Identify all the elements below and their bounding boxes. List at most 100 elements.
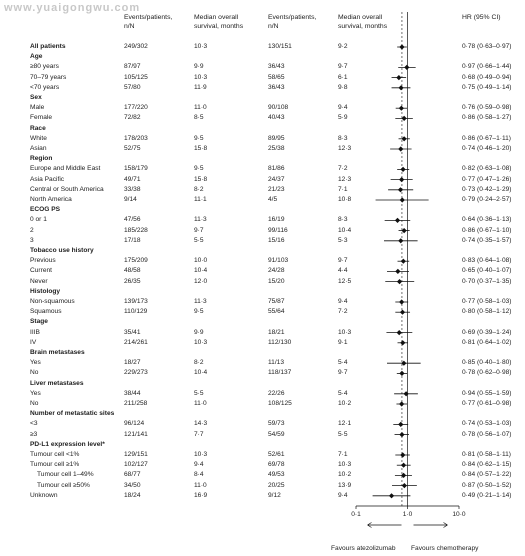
hazard-ratio-text: 0·68 (0·49–0·94): [462, 73, 512, 81]
watermark: www.yuaigongwu.com: [4, 2, 141, 14]
subgroup-label: Female: [30, 114, 52, 122]
cell-median-atezolizumab: 7·7: [194, 430, 204, 438]
hazard-ratio-text: 0·64 (0·36–1·13): [462, 216, 512, 224]
hazard-ratio-point: [398, 105, 404, 111]
hazard-ratio-point: [400, 340, 406, 346]
hazard-ratio-text: 0·65 (0·40–1·07): [462, 267, 512, 275]
cell-median-chemotherapy: 7·2: [338, 165, 348, 173]
subgroup-label: 2: [30, 226, 34, 234]
hazard-ratio-point: [398, 421, 404, 427]
hazard-ratio-point: [400, 258, 406, 264]
cell-events-chemotherapy: 118/137: [268, 369, 292, 377]
hazard-ratio-point: [398, 146, 404, 152]
hazard-ratio-text: 0·78 (0·62–0·98): [462, 369, 512, 377]
cell-events-atezolizumab: 33/38: [124, 185, 141, 193]
subgroup-label: No: [30, 400, 39, 407]
cell-median-chemotherapy: 9·1: [338, 338, 348, 346]
hazard-ratio-text: 0·74 (0·35–1·57): [462, 236, 512, 244]
subgroup-label: Yes: [30, 359, 41, 367]
cell-median-chemotherapy: 10·4: [338, 226, 352, 234]
subgroup-label: No: [30, 369, 39, 377]
cell-events-atezolizumab: 211/258: [124, 400, 148, 407]
hazard-ratio-text: 0·49 (0·21–1·14): [462, 491, 512, 499]
cell-events-atezolizumab: 72/82: [124, 114, 141, 122]
hazard-ratio-point: [399, 177, 405, 183]
subgroup-label: Europe and Middle East: [30, 165, 101, 173]
cell-events-atezolizumab: 18/27: [124, 359, 141, 367]
hazard-ratio-point: [396, 279, 403, 285]
cell-events-atezolizumab: 175/209: [124, 257, 148, 265]
cell-median-atezolizumab: 10·3: [194, 43, 208, 50]
cell-median-chemotherapy: 9·2: [338, 43, 348, 50]
cell-median-chemotherapy: 7·1: [338, 451, 348, 458]
hazard-ratio-text: 0·77 (0·47–1·26): [462, 175, 512, 183]
cell-median-chemotherapy: 9·8: [338, 83, 348, 91]
hazard-ratio-point: [396, 75, 402, 81]
hazard-ratio-text: 0·83 (0·64–1·08): [462, 257, 512, 265]
subgroup-label: Male: [30, 104, 45, 112]
header-hazard-ratio: HR (95% CI): [462, 14, 501, 21]
subgroup-label: 70–79 years: [30, 73, 67, 81]
cell-events-chemotherapy: 11/13: [268, 359, 285, 367]
subgroup-heading: Sex: [30, 94, 42, 101]
cell-median-atezolizumab: 12·0: [194, 277, 208, 285]
cell-median-chemotherapy: 10·3: [338, 328, 352, 336]
cell-median-chemotherapy: 10·2: [338, 400, 352, 407]
cell-events-atezolizumab: 26/35: [124, 277, 141, 285]
cell-events-chemotherapy: 59/73: [268, 420, 285, 428]
subgroup-label: <70 years: [30, 83, 60, 91]
hazard-ratio-point: [398, 85, 404, 91]
subgroup-heading: PD-L1 expression level*: [30, 440, 105, 448]
cell-events-chemotherapy: 15/16: [268, 236, 285, 244]
hazard-ratio-point: [404, 64, 410, 70]
cell-events-chemotherapy: 55/64: [268, 308, 285, 316]
cell-median-atezolizumab: 9·5: [194, 134, 204, 142]
cell-median-chemotherapy: 5·3: [338, 236, 348, 244]
cell-median-atezolizumab: 11·9: [194, 83, 207, 91]
cell-events-chemotherapy: 40/43: [268, 114, 285, 122]
hazard-ratio-text: 0·81 (0·58–1·11): [462, 451, 511, 458]
cell-median-chemotherapy: 12·3: [338, 175, 352, 183]
subgroup-heading: Region: [30, 155, 53, 163]
cell-median-chemotherapy: 5·4: [338, 359, 348, 367]
hazard-ratio-point: [395, 268, 401, 274]
cell-median-atezolizumab: 5·5: [194, 236, 204, 244]
cell-events-atezolizumab: 57/80: [124, 83, 141, 91]
cell-median-atezolizumab: 9·5: [194, 165, 204, 173]
hazard-ratio-point: [399, 309, 406, 315]
cell-events-chemotherapy: 9/12: [268, 491, 281, 499]
cell-median-atezolizumab: 5·5: [194, 389, 204, 397]
cell-events-chemotherapy: 4/5: [268, 196, 278, 203]
hazard-ratio-point: [401, 115, 407, 121]
cell-events-chemotherapy: 52/61: [268, 451, 285, 458]
cell-median-chemotherapy: 12·3: [338, 145, 352, 152]
subgroup-label: ≥3: [30, 430, 38, 438]
cell-events-atezolizumab: 178/203: [124, 134, 148, 142]
cell-events-chemotherapy: 36/43: [268, 83, 285, 91]
cell-events-atezolizumab: 68/77: [124, 471, 141, 479]
cell-median-atezolizumab: 8·2: [194, 185, 204, 193]
cell-median-chemotherapy: 7·1: [338, 185, 348, 193]
cell-median-atezolizumab: 16·9: [194, 491, 208, 499]
x-tick-label: 10·0: [452, 511, 466, 518]
cell-events-atezolizumab: 18/24: [124, 491, 141, 499]
subgroup-label: Asian: [30, 145, 47, 152]
cell-events-chemotherapy: 22/26: [268, 389, 285, 397]
subgroup-label: Squamous: [30, 308, 62, 316]
hazard-ratio-text: 0·94 (0·55–1·59): [462, 389, 512, 397]
hazard-ratio-point: [401, 136, 407, 142]
cell-median-atezolizumab: 8·5: [194, 114, 204, 122]
cell-median-chemotherapy: 4·4: [338, 267, 348, 275]
cell-median-atezolizumab: 10·0: [194, 257, 208, 265]
cell-events-atezolizumab: 177/220: [124, 104, 148, 112]
cell-events-chemotherapy: 24/37: [268, 175, 285, 183]
hazard-ratio-text: 0·77 (0·61–0·98): [462, 400, 512, 407]
cell-median-atezolizumab: 10·3: [194, 73, 208, 81]
hazard-ratio-text: 0·86 (0·58–1·27): [462, 114, 512, 122]
cell-events-chemotherapy: 36/43: [268, 63, 285, 71]
cell-events-chemotherapy: 81/86: [268, 165, 285, 173]
hazard-ratio-point: [401, 360, 407, 366]
hazard-ratio-text: 0·74 (0·53–1·03): [462, 420, 512, 428]
subgroup-label: Asia Pacific: [30, 175, 65, 183]
subgroup-label: IIIB: [30, 328, 40, 336]
